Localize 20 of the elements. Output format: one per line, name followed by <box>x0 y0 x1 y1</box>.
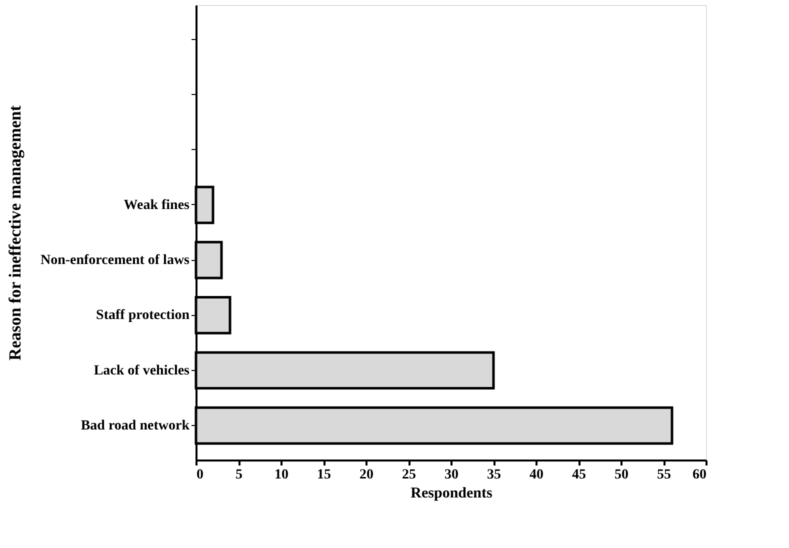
x-tick-label: 25 <box>402 468 416 482</box>
y-axis-title: Reason for ineffective management <box>5 105 24 361</box>
x-tick-label: 45 <box>572 468 586 482</box>
x-tick-label: 40 <box>530 468 544 482</box>
y-tick-label: Weak fines <box>124 198 190 213</box>
x-tick-label: 50 <box>614 468 628 482</box>
y-tick-label: Non-enforcement of laws <box>40 253 190 268</box>
x-tick-label: 55 <box>657 468 671 482</box>
x-tick-label: 5 <box>236 468 242 482</box>
x-tick-label: 10 <box>274 468 288 482</box>
x-tick-label: 15 <box>317 468 331 482</box>
x-axis-title: Respondents <box>410 486 493 502</box>
y-tick-label: Bad road network <box>80 418 190 434</box>
x-tick-label: 30 <box>444 468 458 482</box>
y-tick-label: Lack of vehicles <box>94 363 190 378</box>
x-tick-label: 0 <box>196 468 204 482</box>
x-tick-label: 35 <box>487 468 501 482</box>
x-tick-label: 20 <box>360 468 374 482</box>
x-tick-label: 60 <box>692 468 706 482</box>
y-tick-label: Staff protection <box>96 308 190 324</box>
